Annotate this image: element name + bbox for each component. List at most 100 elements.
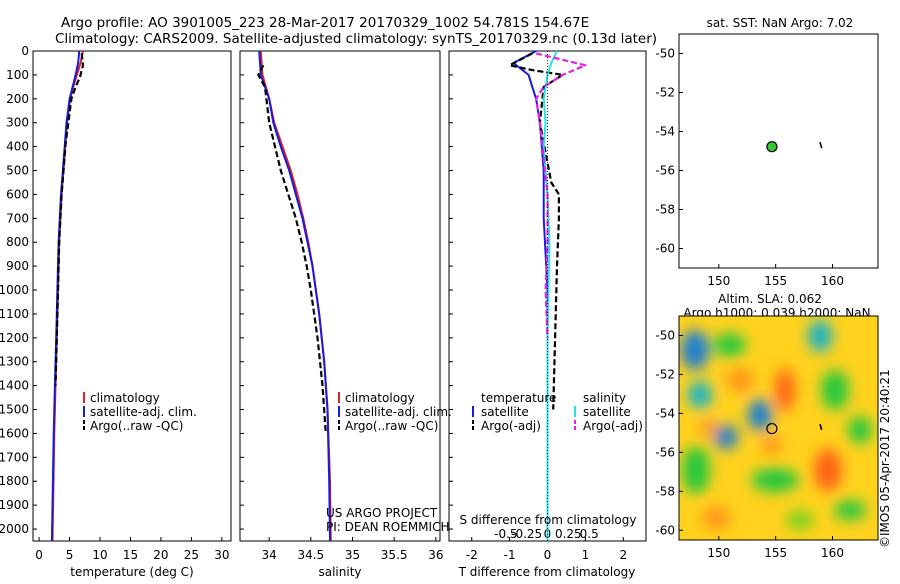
argo-track	[819, 141, 823, 149]
axis-ticks: 0100200300400500600700800900100011001200…	[0, 44, 627, 562]
temperature-axes	[32, 50, 232, 542]
x-tick-label: 0	[35, 548, 43, 562]
x-tick-label: 1	[582, 548, 590, 562]
top-x-tick-label: -0.25	[511, 527, 542, 541]
legend-label-argo: Argo(..raw -QC)	[90, 419, 183, 433]
argo-position-marker	[766, 141, 778, 153]
legend-label-satellite: satellite-adj. clim.	[345, 405, 452, 419]
map-y-tick-label: -50	[655, 328, 675, 342]
y-tick-label: 1900	[0, 498, 29, 512]
header-line-1: Argo profile: AO 3901005_223 28-Mar-2017…	[61, 15, 589, 31]
map-y-tick-label: -56	[655, 164, 675, 178]
map-y-tick-label: -58	[655, 203, 675, 217]
x-tick-label: 5	[66, 548, 74, 562]
legend-label-t-argo: Argo(-adj)	[481, 419, 541, 433]
x-tick-label: 35	[345, 548, 360, 562]
map-x-tick-label: 150	[707, 274, 730, 288]
argo-position-marker	[766, 422, 778, 435]
y-tick-label: 1600	[0, 426, 29, 440]
y-tick-label: 1100	[0, 307, 29, 321]
footer-stamp: ©IMOS 05-Apr-2017 20:40:21	[878, 369, 892, 548]
map-x-tick-label: 155	[764, 274, 787, 288]
series-line-satellite	[542, 50, 558, 541]
x-tick-label: 15	[123, 548, 138, 562]
sst-map-axes	[678, 33, 879, 269]
x-tick-label: 2	[619, 548, 627, 562]
y-tick-label: 800	[6, 235, 29, 249]
x-tick-label: 30	[214, 548, 229, 562]
sla-map-title: Altim. SLA: 0.062	[718, 292, 822, 306]
y-tick-label: 400	[6, 140, 29, 154]
temperature-legend: climatology satellite-adj. clim. Argo(..…	[83, 391, 197, 433]
salinity-legend: climatology satellite-adj. clim. Argo(..…	[338, 391, 452, 433]
series-line-satellite-adj-clim	[258, 50, 331, 542]
legend-group-salinity: salinity	[583, 391, 626, 405]
map-y-tick-label: -52	[655, 367, 675, 381]
top-x-tick-label: 0.5	[580, 527, 599, 541]
x-tick-label: 10	[92, 548, 107, 562]
argo-track	[819, 423, 823, 431]
sla-heatmap	[679, 316, 878, 540]
map-y-tick-label: -50	[655, 47, 675, 61]
series-line-satellite	[512, 50, 549, 541]
difference-xlabel: T difference from climatology	[458, 565, 636, 579]
legend-label-climatology: climatology	[345, 391, 415, 405]
x-tick-label: 20	[153, 548, 168, 562]
legend-label-argo: Argo(..raw -QC)	[345, 419, 438, 433]
y-tick-label: 600	[6, 187, 29, 201]
sst-map-title: sat. SST: NaN Argo: 7.02	[707, 16, 854, 30]
project-annotation-line-2: PI: DEAN ROEMMICH	[326, 520, 449, 534]
y-tick-label: 500	[6, 164, 29, 178]
map-x-tick-label: 160	[821, 274, 844, 288]
legend-label-s-satellite: satellite	[583, 405, 631, 419]
y-tick-label: 1000	[0, 283, 29, 297]
series-line-argo-adj	[534, 52, 587, 338]
sla-map-axes	[678, 315, 879, 541]
x-tick-label: 34.5	[297, 548, 324, 562]
map-y-tick-label: -54	[655, 406, 675, 420]
map-y-tick-label: -60	[655, 242, 675, 256]
x-tick-label: 34	[262, 548, 277, 562]
map-x-tick-label: 155	[764, 546, 787, 560]
difference-top-xlabel: S difference from climatology	[460, 513, 637, 527]
y-tick-label: 1700	[0, 450, 29, 464]
salinity-xlabel: salinity	[318, 565, 361, 579]
salinity-axes	[239, 50, 441, 542]
map-y-tick-label: -54	[655, 125, 675, 139]
map-y-tick-label: -56	[655, 445, 675, 459]
header-line-2: Climatology: CARS2009. Satellite-adjuste…	[55, 31, 657, 47]
y-tick-label: 0	[21, 44, 29, 58]
y-tick-label: 1500	[0, 403, 29, 417]
profile-lines	[50, 50, 587, 542]
project-annotation-line-1: US ARGO PROJECT	[326, 506, 438, 520]
y-tick-label: 1300	[0, 355, 29, 369]
map-x-tick-label: 150	[707, 546, 730, 560]
map-y-tick-label: -60	[655, 523, 675, 537]
y-tick-label: 1200	[0, 331, 29, 345]
y-tick-label: 700	[6, 211, 29, 225]
series-line-climatology	[259, 50, 332, 542]
y-tick-label: 1400	[0, 379, 29, 393]
legend-label-s-argo: Argo(-adj)	[583, 419, 643, 433]
x-tick-label: 0	[544, 548, 552, 562]
legend-group-temperature: temperature	[481, 391, 556, 405]
x-tick-label: 25	[184, 548, 199, 562]
legend-label-climatology: climatology	[90, 391, 160, 405]
x-tick-label: 35.5	[381, 548, 408, 562]
y-tick-label: 300	[6, 116, 29, 130]
map-marks: 150 155 160 -50 -52 -54 -56 -58 -60 150 155 160 -50 -…	[655, 47, 844, 561]
top-x-tick-label: -0.5	[494, 527, 517, 541]
series-line-argo-raw-qc	[257, 64, 327, 434]
series-line-satellite-adj-clim	[50, 50, 81, 542]
map-y-tick-label: -58	[655, 484, 675, 498]
series-line-argo-adj	[508, 52, 564, 410]
x-tick-label: -1	[504, 548, 516, 562]
y-tick-label: 900	[6, 259, 29, 273]
map-x-tick-label: 160	[821, 546, 844, 560]
y-tick-label: 200	[6, 92, 29, 106]
y-tick-label: 2000	[0, 522, 29, 536]
temperature-xlabel: temperature (deg C)	[70, 565, 193, 579]
y-tick-label: 100	[6, 68, 29, 82]
legend-label-satellite: satellite-adj. clim.	[90, 405, 197, 419]
